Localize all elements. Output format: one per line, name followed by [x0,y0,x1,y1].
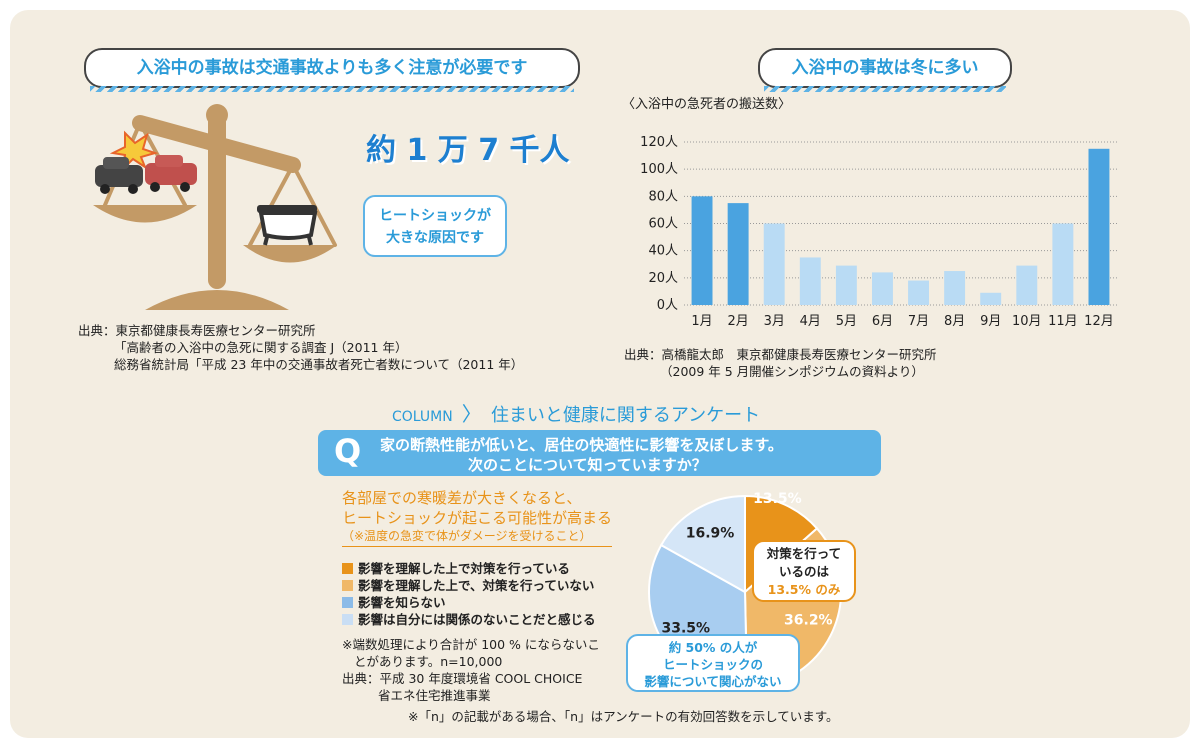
x-tick-label: 7月 [908,314,929,329]
bar-chart-title: 〈入浴中の急死者の搬送数〉 [622,97,791,112]
pie-callout-unconcerned: 約 50% の人が ヒートショックの 影響について関心がない [626,634,800,692]
headline-number: 約 1 万 7 千人 [366,133,570,168]
column-label: COLUMN [392,409,453,425]
question-line-1: 家の断熱性能が低いと、居住の快適性に影響を及ぼします。 [380,436,783,454]
legend-item-4: 影響は自分には関係のないことだと感じる [342,609,596,628]
survey-statement: 各部屋での寒暖差が大きくなると、 ヒートショックが起こる可能性が高まる （※温度… [342,488,613,547]
background-panel [10,10,1190,738]
legend-swatch-3 [342,597,353,608]
legend-item-3: 影響を知らない [342,592,446,611]
x-tick-label: 2月 [727,314,748,329]
legend-item-1: 影響を理解した上で対策を行っている [342,558,570,577]
right-source-line-2: （2009 年 5 月開催シンポジウムの資料より） [660,364,924,379]
bar-chart: 〈入浴中の急死者の搬送数〉 0人 20人 40人 60人 80人 100人 120人 1月 2… [622,97,1117,329]
column-heading: COLUMN 〉 住まいと健康に関するアンケート [392,398,760,427]
note-line-1: ※端数処理により合計が 100 % にならないこ [342,637,600,652]
legend-swatch-4 [342,614,353,625]
pie-value-label: 16.9% [686,525,735,541]
bathtub-icon [257,205,318,246]
y-tick-label: 60人 [648,217,678,232]
bar-1 [691,196,713,305]
legend-item-2: 影響を理解した上で、対策を行っていない [342,575,594,594]
legend-label-4: 影響は自分には関係のないことだと感じる [358,612,596,627]
right-pan [243,245,337,263]
left-source: 出典：東京都健康長寿医療センター研究所 「高齢者の入浴中の急死に関する調査 J（… [78,322,523,373]
y-tick-label: 40人 [648,244,678,259]
x-tick-label: 6月 [872,314,893,329]
scale-base [145,290,289,310]
x-tick-label: 8月 [944,314,965,329]
legend-swatch-1 [342,563,353,574]
bar-6 [871,272,893,305]
pie-callout2-line-3: 影響について関心がない [644,674,782,689]
question-line-2: 次のことについて知っていますか？ [468,456,707,474]
y-tick-label: 20人 [648,271,678,286]
left-title-underline [90,86,574,92]
legend-label-1: 影響を理解した上で対策を行っている [358,561,570,576]
legend-swatch-2 [342,580,353,591]
x-tick-label: 11月 [1048,314,1078,329]
bar-3 [763,223,785,305]
pie-slice-4 [659,494,746,594]
left-section-title: 入浴中の事故は交通事故よりも多く注意が必要です [84,48,580,88]
bar-11 [1052,223,1074,305]
pie-callout-line-3: 13.5% のみ [767,582,841,597]
left-source-line-2: 「高齢者の入浴中の急死に関する調査 J（2011 年） [114,340,408,355]
pie-value-label: 13.5% [753,492,802,507]
pie-value-label: 36.2% [784,613,833,629]
bar-4 [799,257,821,305]
bar-12 [1088,148,1110,305]
legend-label-2: 影響を理解した上で、対策を行っていない [358,578,595,593]
heatshock-callout: ヒートショックが 大きな原因です [363,195,507,257]
chevron-right-icon: 〉 [461,402,482,426]
bar-9 [980,292,1002,305]
y-tick-label: 80人 [648,189,678,204]
y-tick-label: 100人 [640,162,678,177]
note-line-2: とがあります。n=10,000 [354,654,503,669]
statement-line-2: ヒートショックが起こる可能性が高まる [342,509,613,527]
column-title: 住まいと健康に関するアンケート [490,405,761,426]
x-tick-label: 3月 [764,314,785,329]
heatshock-callout-line-2: 大きな原因です [386,230,484,246]
left-pan [93,205,197,223]
y-tick-label: 120人 [640,135,678,150]
pie-value-label: 33.5% [661,621,710,637]
right-section-title: 入浴中の事故は冬に多い [758,48,1012,88]
statement-note: （※温度の急変で体がダメージを受けること） [342,528,613,547]
question-banner: Q 家の断熱性能が低いと、居住の快適性に影響を及ぼします。 次のことについて知っ… [318,430,881,476]
bar-5 [835,265,857,305]
pie-callout-measures: 対策を行って いるのは 13.5% のみ [752,540,856,602]
x-tick-label: 1月 [691,314,712,329]
bar-2 [727,203,749,305]
bar-8 [944,271,966,305]
right-title-underline [764,86,1006,92]
x-tick-label: 4月 [800,314,821,329]
q-mark: Q [334,432,362,470]
heatshock-callout-line-1: ヒートショックが [379,208,491,224]
left-source-line-1: 出典：東京都健康長寿医療センター研究所 [78,323,316,338]
y-tick-label: 0人 [657,298,678,313]
pie-callout2-line-2: ヒートショックの [662,657,763,672]
x-tick-label: 5月 [836,314,857,329]
crashed-cars-icon [95,130,197,194]
footer-note: ※「n」の記載がある場合、「n」はアンケートの有効回答数を示しています。 [408,709,839,724]
x-tick-label: 10月 [1012,314,1042,329]
right-source-line-1: 出典：高橋龍太郎 東京都健康長寿医療センター研究所 [624,347,937,362]
bar-10 [1016,265,1038,305]
note-line-4: 省エネ住宅推進事業 [378,688,491,703]
balance-scale-illustration [93,104,337,310]
x-tick-label: 12月 [1084,314,1114,329]
note-line-3: 出典：平成 30 年度環境省 COOL CHOICE [342,671,583,686]
statement-line-1: 各部屋での寒暖差が大きくなると、 [342,489,582,507]
pie-callout-line-2: いるのは [778,564,829,579]
right-source: 出典：高橋龍太郎 東京都健康長寿医療センター研究所 （2009 年 5 月開催シ… [624,346,937,380]
legend-label-3: 影響を知らない [358,595,446,610]
pie-callout2-line-1: 約 50% の人が [668,640,758,655]
bar-7 [908,280,930,305]
left-source-line-3: 総務省統計局「平成 23 年中の交通事故者死亡者数について（2011 年） [114,357,524,372]
survey-notes: ※端数処理により合計が 100 % にならないこ とがあります。n=10,000… [342,636,600,704]
x-tick-label: 9月 [980,314,1001,329]
pie-callout-line-1: 対策を行って [766,546,842,561]
